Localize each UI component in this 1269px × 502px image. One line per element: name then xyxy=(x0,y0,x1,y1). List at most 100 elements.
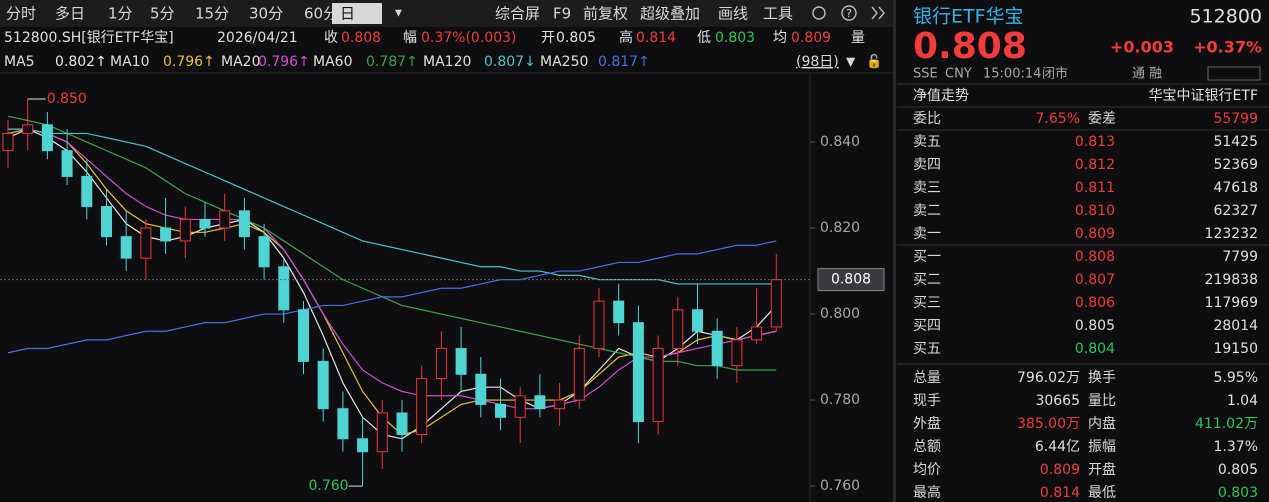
candle-body xyxy=(199,218,211,229)
ratio-label: 委比 xyxy=(913,111,941,127)
stat-label: 总额 xyxy=(913,439,941,455)
candle-body xyxy=(672,309,684,349)
book-label: 卖五 xyxy=(913,134,941,150)
y-tick-label: 0.820 xyxy=(820,220,860,236)
candle-body xyxy=(160,227,172,242)
candle-body xyxy=(593,300,605,349)
candle-body xyxy=(41,124,53,152)
candle-body xyxy=(376,412,388,453)
info-item: 0.808 xyxy=(341,30,381,46)
tool-button[interactable]: F9 xyxy=(553,5,571,23)
candle-body xyxy=(140,227,152,259)
candle-body xyxy=(652,347,664,423)
info-item: 开 xyxy=(541,30,555,46)
quote-change: +0.003 xyxy=(1110,38,1174,57)
range-label[interactable]: (98日) xyxy=(796,54,839,70)
tool-button[interactable]: 工具 xyxy=(763,5,793,23)
stat-label: 外盘 xyxy=(913,415,941,432)
stat-value: 0.814 xyxy=(1040,485,1080,501)
stat-value: 5.95% xyxy=(1214,370,1258,386)
book-volume: 28014 xyxy=(1213,318,1258,334)
legend-name: MA5 xyxy=(4,54,35,70)
tool-button[interactable]: 超级叠加 xyxy=(640,5,700,23)
info-item: 0.37%(0.003) xyxy=(421,30,516,46)
book-price: 0.804 xyxy=(1075,341,1115,357)
candle-body xyxy=(22,124,34,134)
period-button[interactable]: 1分 xyxy=(108,5,133,23)
candle-body xyxy=(120,236,132,259)
tool-button[interactable]: 画线 xyxy=(718,5,748,23)
settings-icon[interactable] xyxy=(812,6,826,20)
quote-status: 闭市 xyxy=(1042,66,1068,82)
period-button[interactable]: 30分 xyxy=(249,5,283,23)
book-volume: 52369 xyxy=(1213,157,1258,173)
ma-line xyxy=(7,128,777,436)
legend-value: 0.802↑ xyxy=(55,54,107,70)
candle-body xyxy=(751,326,763,341)
period-button[interactable]: 多日 xyxy=(55,5,85,23)
book-price: 0.811 xyxy=(1075,180,1115,196)
toolbar-icons[interactable] xyxy=(812,5,885,21)
book-label: 卖二 xyxy=(913,203,941,219)
quote-time: 15:00:14 xyxy=(983,67,1041,82)
quote-price: 0.808 xyxy=(913,26,1027,67)
candle-body xyxy=(495,403,506,418)
quote-code: 512800 xyxy=(1189,6,1262,28)
lock-icon[interactable]: 🔓 xyxy=(866,54,882,70)
annotation: 0.850 xyxy=(47,91,87,107)
book-price: 0.812 xyxy=(1075,157,1115,173)
stat-label: 量比 xyxy=(1088,393,1116,409)
candle-body xyxy=(219,210,231,229)
period-button[interactable]: 60分 xyxy=(304,5,338,23)
legend-name: MA120 xyxy=(423,54,471,70)
legend-name: MA10 xyxy=(110,54,149,70)
y-tick-label: 0.840 xyxy=(820,134,860,150)
book-price: 0.810 xyxy=(1075,203,1115,219)
legend-value: 0.787↑ xyxy=(366,54,418,70)
candle-body xyxy=(81,175,93,208)
book-volume: 62327 xyxy=(1213,203,1258,219)
candle-body xyxy=(692,309,703,332)
stat-label: 振幅 xyxy=(1088,439,1116,455)
legend-name: MA250 xyxy=(540,54,588,70)
help-icon[interactable] xyxy=(841,5,857,21)
info-item: 低 xyxy=(697,30,711,46)
candle-body xyxy=(258,236,270,268)
dropdown[interactable]: ▼ xyxy=(395,9,402,19)
period-button[interactable]: 日 xyxy=(340,5,355,23)
collapse-arrow[interactable]: ▼ xyxy=(846,55,856,69)
diff-value: 55799 xyxy=(1213,111,1258,127)
tool-button[interactable]: 综合屏 xyxy=(495,5,540,23)
candle-body xyxy=(534,395,546,410)
period-button[interactable]: 15分 xyxy=(195,5,229,23)
quote-change-pct: +0.37% xyxy=(1193,38,1262,57)
expand-icon[interactable] xyxy=(871,6,885,20)
period-button[interactable]: 5分 xyxy=(150,5,175,23)
book-volume: 123232 xyxy=(1205,226,1258,242)
candle-body xyxy=(455,347,467,375)
period-button[interactable]: 分时 xyxy=(6,5,36,23)
stat-value: 6.44亿 xyxy=(1035,439,1080,455)
candle-body xyxy=(238,210,250,238)
tool-button[interactable]: 前复权 xyxy=(583,5,628,23)
legend-value: 0.796↑ xyxy=(163,54,215,70)
stat-label: 换手 xyxy=(1088,369,1116,386)
nav-label[interactable]: 净值走势 xyxy=(913,88,969,104)
panel-icons[interactable] xyxy=(1207,66,1261,81)
ma-line xyxy=(7,240,777,354)
candle-body xyxy=(475,373,487,405)
book-price: 0.805 xyxy=(1075,318,1115,334)
candle-body xyxy=(554,399,566,410)
info-item: 收 xyxy=(324,30,338,46)
y-tick-label: 0.760 xyxy=(820,478,860,494)
legend-value: 0.807↓ xyxy=(484,54,536,70)
book-label: 买三 xyxy=(913,295,941,311)
candle-body xyxy=(396,412,408,435)
info-item: 高 xyxy=(619,29,633,46)
candle-body xyxy=(435,347,447,380)
y-tick-label: 0.780 xyxy=(820,392,860,408)
stat-value: 1.37% xyxy=(1214,439,1258,455)
legend-name: MA60 xyxy=(313,54,352,70)
stat-value: 796.02万 xyxy=(1017,370,1080,386)
stat-value: 385.00万 xyxy=(1017,416,1080,432)
